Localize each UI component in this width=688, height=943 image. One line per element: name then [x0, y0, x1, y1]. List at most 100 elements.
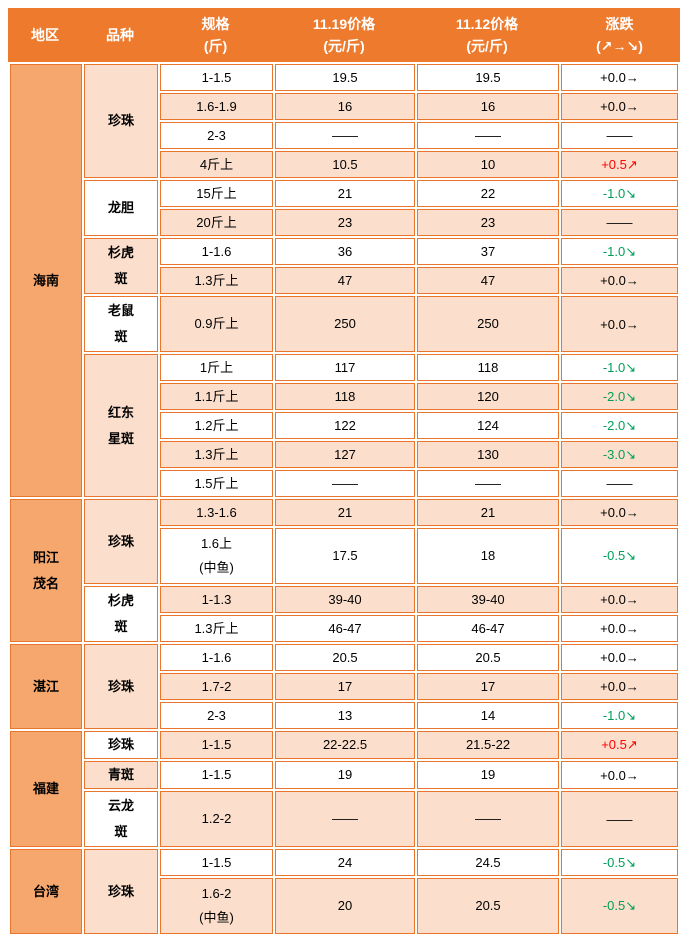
change-cell: +0.5↗ — [561, 731, 678, 759]
price-1112-cell: 22 — [417, 180, 559, 207]
spec-cell: 1-1.5 — [160, 849, 273, 876]
table-row: 1.6-1.9 16 16 +0.0→ — [10, 93, 678, 120]
price-1119-cell: 17 — [275, 673, 415, 700]
price-1119-cell: 118 — [275, 383, 415, 410]
table-row: 海南 珍珠 1-1.5 19.5 19.5 +0.0→ — [10, 64, 678, 497]
table-row: 2-3 13 14 -1.0↘ — [10, 702, 678, 729]
table-row: 云龙 斑 1.2-2 —— —— —— — [10, 791, 678, 847]
header-variety: 品种 — [106, 27, 134, 43]
table-row: 1.1斤上 118 120 -2.0↘ — [10, 383, 678, 410]
change-cell: -0.5↘ — [561, 528, 678, 584]
spec-cell: 1.6上 (中鱼) — [160, 528, 273, 584]
price-1119-cell: —— — [275, 122, 415, 149]
table-row: 1.2斤上 122 124 -2.0↘ — [10, 412, 678, 439]
price-1119-cell: 117 — [275, 354, 415, 381]
spec-cell: 2-3 — [160, 122, 273, 149]
price-1119-cell: 46-47 — [275, 615, 415, 642]
spec-cell: 1.6-2 (中鱼) — [160, 878, 273, 934]
price-1119-cell: 19 — [275, 761, 415, 789]
region-cell: 台湾 — [10, 849, 82, 934]
price-1112-cell: —— — [417, 791, 559, 847]
change-cell: —— — [561, 791, 678, 847]
change-cell: +0.0→ — [561, 673, 678, 700]
table-row: 龙胆 15斤上 21 22 -1.0↘ — [10, 180, 678, 236]
price-1119-cell: 20 — [275, 878, 415, 934]
table-row: 1.5斤上 —— —— —— — [10, 470, 678, 497]
price-table: 海南 珍珠 1-1.5 19.5 19.5 +0.0→ 1.6-1.9 16 1… — [8, 62, 680, 936]
change-cell: +0.0→ — [561, 499, 678, 526]
change-cell: -1.0↘ — [561, 354, 678, 381]
price-1119-cell: 250 — [275, 296, 415, 352]
price-1119-cell: 13 — [275, 702, 415, 729]
table-row: 4斤上 10.5 10 +0.5↗ — [10, 151, 678, 178]
price-1112-cell: 21.5-22 — [417, 731, 559, 759]
table-row: 台湾 珍珠 1-1.5 24 24.5 -0.5↘ — [10, 849, 678, 934]
spec-cell: 15斤上 — [160, 180, 273, 207]
price-1119-cell: 22-22.5 — [275, 731, 415, 759]
change-cell: +0.0→ — [561, 296, 678, 352]
spec-cell: 1.6-1.9 — [160, 93, 273, 120]
change-cell: -1.0↘ — [561, 180, 678, 207]
variety-cell: 珍珠 — [84, 499, 158, 584]
change-cell: +0.5↗ — [561, 151, 678, 178]
change-cell: —— — [561, 122, 678, 149]
change-cell: +0.0→ — [561, 64, 678, 91]
spec-cell: 1.3斤上 — [160, 441, 273, 468]
change-cell: +0.0→ — [561, 644, 678, 671]
price-1119-cell: 10.5 — [275, 151, 415, 178]
price-1112-cell: 23 — [417, 209, 559, 236]
change-cell: -1.0↘ — [561, 702, 678, 729]
spec-cell: 1.2斤上 — [160, 412, 273, 439]
variety-cell: 龙胆 — [84, 180, 158, 236]
price-1119-cell: 122 — [275, 412, 415, 439]
price-1112-cell: 124 — [417, 412, 559, 439]
price-1112-cell: 37 — [417, 238, 559, 265]
price-1119-cell: 127 — [275, 441, 415, 468]
change-cell: +0.0→ — [561, 615, 678, 642]
price-1119-cell: 21 — [275, 180, 415, 207]
table-row: 湛江 珍珠 1-1.6 20.5 20.5 +0.0→ — [10, 644, 678, 729]
spec-cell: 1-1.5 — [160, 761, 273, 789]
spec-cell: 4斤上 — [160, 151, 273, 178]
table-row: 杉虎 斑 1-1.6 36 37 -1.0↘ — [10, 238, 678, 294]
table-row: 1.3斤上 47 47 +0.0→ — [10, 267, 678, 294]
variety-cell: 珍珠 — [84, 644, 158, 729]
region-cell: 海南 — [10, 64, 82, 497]
change-cell: —— — [561, 209, 678, 236]
spec-cell: 1.2-2 — [160, 791, 273, 847]
price-1119-cell: 17.5 — [275, 528, 415, 584]
table-row: 1.7-2 17 17 +0.0→ — [10, 673, 678, 700]
price-1112-cell: 18 — [417, 528, 559, 584]
spec-cell: 1.3-1.6 — [160, 499, 273, 526]
spec-cell: 20斤上 — [160, 209, 273, 236]
price-1112-cell: 118 — [417, 354, 559, 381]
price-1119-cell: —— — [275, 470, 415, 497]
price-1112-cell: 46-47 — [417, 615, 559, 642]
price-1112-cell: 250 — [417, 296, 559, 352]
change-cell: +0.0→ — [561, 761, 678, 789]
region-cell: 福建 — [10, 731, 82, 847]
variety-cell: 云龙 斑 — [84, 791, 158, 847]
table-row: 福建 珍珠 1-1.5 22-22.5 21.5-22 +0.5↗ — [10, 731, 678, 847]
spec-cell: 1.3斤上 — [160, 267, 273, 294]
price-1112-cell: 39-40 — [417, 586, 559, 613]
change-cell: +0.0→ — [561, 267, 678, 294]
change-cell: -0.5↘ — [561, 878, 678, 934]
price-1119-cell: 20.5 — [275, 644, 415, 671]
region-cell: 阳江 茂名 — [10, 499, 82, 642]
spec-cell: 1.1斤上 — [160, 383, 273, 410]
spec-cell: 0.9斤上 — [160, 296, 273, 352]
spec-cell: 1-1.6 — [160, 238, 273, 265]
change-cell: +0.0→ — [561, 93, 678, 120]
price-1112-cell: 20.5 — [417, 644, 559, 671]
table-row: 阳江 茂名 珍珠 1.3-1.6 21 21 +0.0→ — [10, 499, 678, 642]
spec-cell: 1.5斤上 — [160, 470, 273, 497]
spec-cell: 1.7-2 — [160, 673, 273, 700]
variety-cell: 青斑 — [84, 761, 158, 789]
table-row: 1.3斤上 46-47 46-47 +0.0→ — [10, 615, 678, 642]
table-row: 老鼠 斑 0.9斤上 250 250 +0.0→ — [10, 296, 678, 352]
variety-cell: 珍珠 — [84, 731, 158, 759]
table-row: 2-3 —— —— —— — [10, 122, 678, 149]
price-1112-cell: 20.5 — [417, 878, 559, 934]
price-1112-cell: —— — [417, 122, 559, 149]
